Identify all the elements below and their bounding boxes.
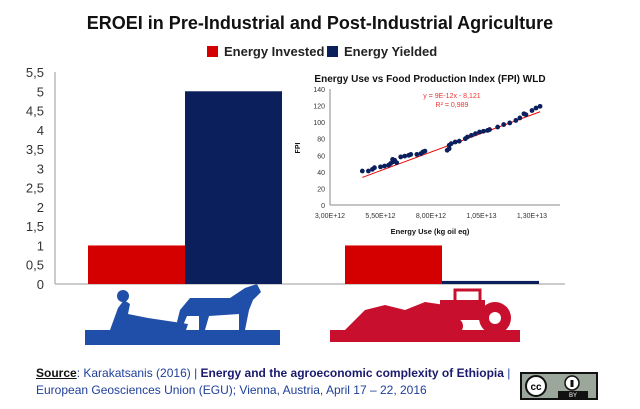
- y-tick-label: 0,5: [26, 258, 44, 273]
- data-point: [414, 152, 420, 157]
- y-tick-label: 0: [37, 277, 44, 292]
- inset-title: Energy Use vs Food Production Index (FPI…: [314, 74, 545, 85]
- data-point: [537, 103, 543, 109]
- data-point: [469, 132, 474, 138]
- bar-energy-yielded: [442, 280, 539, 284]
- data-point: [372, 165, 377, 171]
- inset-y-tick: 140: [313, 87, 325, 94]
- source-title: Energy and the agroeconomic complexity o…: [200, 366, 504, 380]
- legend-energy-invested: Energy Invested: [207, 44, 324, 59]
- y-tick-label: 1,5: [26, 219, 44, 234]
- svg-text:BY: BY: [569, 393, 577, 398]
- data-point: [487, 127, 492, 132]
- data-point: [529, 108, 535, 113]
- data-point: [481, 128, 486, 134]
- data-point: [533, 105, 539, 111]
- inset-y-tick: 20: [317, 186, 325, 193]
- legend-label: Energy Yielded: [344, 44, 438, 59]
- inset-y-tick: 40: [317, 170, 325, 177]
- source-author: : Karakatsanis (2016) |: [76, 366, 201, 380]
- inset-x-tick: 1,30E+13: [517, 213, 547, 220]
- source-label: Source: [36, 366, 77, 380]
- y-tick-label: 2: [37, 200, 44, 215]
- y-tick-label: 5,5: [26, 65, 44, 80]
- data-point: [495, 124, 501, 130]
- data-point: [473, 131, 478, 137]
- data-point: [448, 141, 454, 147]
- y-tick-label: 5: [37, 84, 44, 99]
- data-point: [517, 115, 523, 121]
- legend-swatch: [207, 46, 218, 57]
- data-point: [408, 152, 414, 157]
- inset-y-label: FPI: [295, 143, 302, 154]
- r-squared: R² = 0,989: [436, 102, 469, 109]
- legend-label: Energy Invested: [224, 44, 325, 59]
- legend-energy-yielded: Energy Yielded: [327, 44, 437, 59]
- data-point: [452, 139, 458, 145]
- y-tick-label: 4,5: [26, 104, 44, 119]
- inset-y-tick: 60: [317, 153, 325, 160]
- data-point: [464, 134, 470, 140]
- data-point: [382, 163, 387, 169]
- chart-title: EROEI in Pre-Industrial and Post-Industr…: [86, 13, 554, 33]
- y-tick-label: 3: [37, 161, 44, 176]
- y-tick-label: 4: [37, 123, 44, 138]
- plough-horse-illustration: [85, 284, 280, 345]
- data-point: [422, 148, 428, 154]
- inset-x-tick: 5,50E+12: [365, 213, 395, 220]
- data-point: [477, 129, 482, 135]
- inset-y-tick: 100: [313, 120, 325, 127]
- data-point: [513, 118, 519, 123]
- data-point: [359, 168, 365, 174]
- bar-energy-invested: [88, 245, 185, 284]
- data-point: [365, 168, 371, 174]
- bar-energy-yielded: [185, 91, 282, 284]
- inset-y-tick: 0: [321, 203, 325, 210]
- y-tick-label: 1: [37, 238, 44, 253]
- data-point: [456, 138, 462, 144]
- inset-y-tick: 120: [313, 104, 325, 111]
- inset-y-tick: 80: [317, 137, 325, 144]
- source-venue: European Geosciences Union (EGU); Vienna…: [36, 383, 427, 397]
- data-point: [378, 164, 383, 170]
- y-tick-label: 3,5: [26, 142, 44, 157]
- inset-x-tick: 3,00E+12: [315, 213, 345, 220]
- data-point: [394, 160, 400, 166]
- data-point: [507, 120, 513, 126]
- data-point: [501, 122, 507, 127]
- svg-text:cc: cc: [530, 382, 542, 393]
- y-tick-label: 2,5: [26, 181, 44, 196]
- cc-by-icon: cc BY: [520, 372, 598, 400]
- source-citation: Source: Karakatsanis (2016) | Energy and…: [36, 365, 510, 399]
- inset-x-tick: 1,05E+13: [466, 213, 496, 220]
- bar-energy-invested: [345, 245, 442, 284]
- data-point: [446, 146, 452, 152]
- inset-x-tick: 8,00E+12: [416, 213, 446, 220]
- inset-x-label: Energy Use (kg oil eq): [391, 227, 470, 236]
- trend-equation: y = 9E-12x - 8,121: [423, 93, 481, 100]
- data-point: [402, 153, 408, 159]
- legend-swatch: [327, 46, 338, 57]
- tractor-illustration: [330, 288, 520, 342]
- data-point: [523, 112, 529, 118]
- source-sep: |: [503, 366, 511, 380]
- data-point: [398, 154, 404, 160]
